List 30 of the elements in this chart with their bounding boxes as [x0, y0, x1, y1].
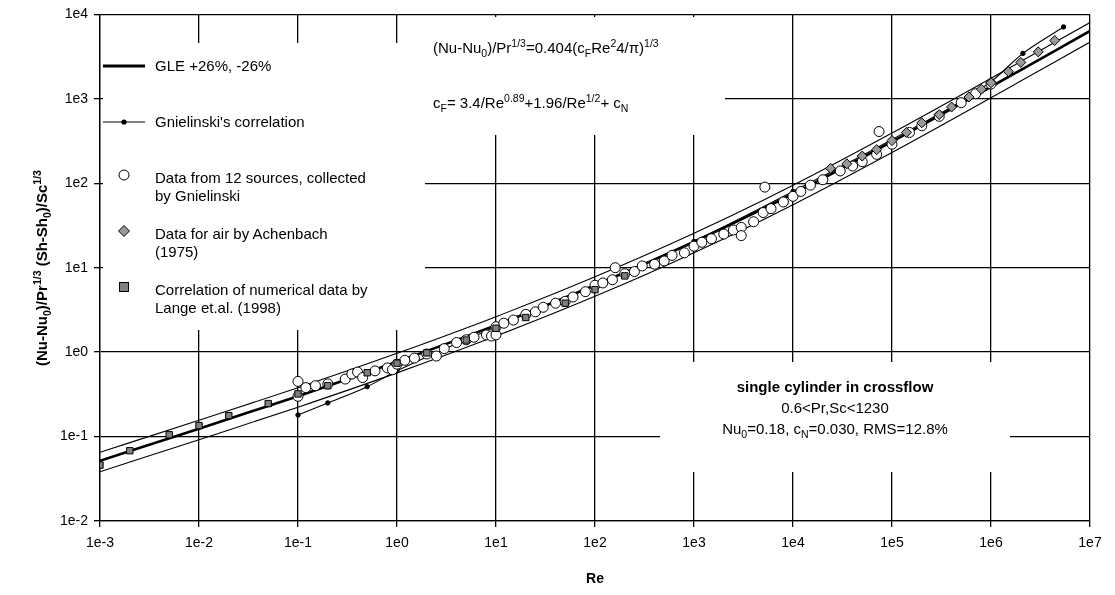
x-tick-label: 1e-1 [283, 534, 313, 551]
x-tick-label: 1e-2 [184, 534, 214, 551]
y-tick-label: 1e0 [64, 342, 89, 359]
legend-label: Correlation of numerical data by Lange et.al. (1998) [155, 281, 369, 317]
y-tick-label: 1e2 [64, 174, 89, 191]
x-tick-label: 1e1 [484, 534, 508, 551]
y-tick-label: 1e-2 [59, 511, 89, 528]
x-tick-label: 1e0 [385, 534, 409, 551]
x-tick-label: 1e5 [880, 534, 904, 551]
x-axis-title: Re [586, 570, 604, 586]
x-tick-label: 1e4 [781, 534, 805, 551]
legend-label: Data for air by Achenbach (1975) [155, 225, 329, 261]
x-tick-label: 1e6 [979, 534, 1003, 551]
annotation: c$_{F}$= 3.4/Re$^{0.89}$+1.96/Re$^{1/2}$+ c$_{N}$ [433, 92, 629, 114]
x-tick-label: 1e2 [583, 534, 607, 551]
annotation: 0.6<Pr,Sc<1230 [780, 399, 890, 416]
y-tick-label: 1e1 [64, 258, 89, 275]
x-tick-label: 1e7 [1078, 534, 1102, 551]
x-tick-label: 1e-3 [85, 534, 115, 551]
legend-label: Data from 12 sources, collected by Gnielinski [155, 169, 367, 205]
y-tick-label: 1e3 [64, 89, 89, 106]
annotation: single cylinder in crossflow [735, 378, 935, 395]
legend-label: Gnielinski's correlation [155, 113, 306, 131]
x-tick-label: 1e3 [682, 534, 706, 551]
annotation: Nu$_{0}$=0.18, c$_{N}$=0.030, RMS=12.8% [721, 420, 949, 440]
y-tick-label: 1e4 [64, 5, 89, 22]
legend-label: GLE +26%, -26% [155, 57, 273, 75]
text-panel: single cylinder in crossflow 0.6<Pr,Sc<1230 Nu$_{0}$=0.18, c$_{N}$=0.030, RMS=12.8% [660, 362, 1010, 472]
y-tick-label: 1e-1 [59, 427, 89, 444]
text-panel: (Nu-Nu$_{0}$)/Pr$^{1/3}$=0.404(c$_{F}$Re$^{2}$4/π)$^{1/3}$ c$_{F}$= 3.4/Re$^{0.89}$+1.96/Re$^{1/2}$+ c$_{N}$ [425, 17, 725, 135]
